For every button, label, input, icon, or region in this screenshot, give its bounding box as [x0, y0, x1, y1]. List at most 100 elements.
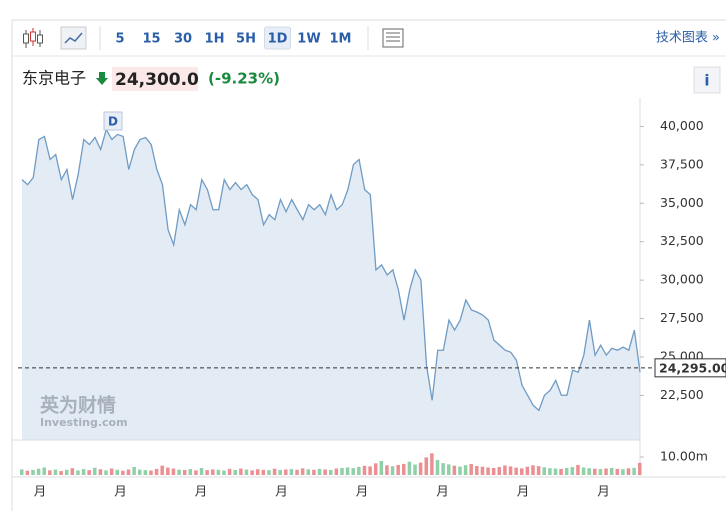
volume-bar: [199, 467, 204, 475]
volume-bar: [81, 469, 86, 475]
volume-bar: [598, 469, 603, 475]
volume-bar: [20, 469, 24, 475]
volume-bar: [520, 468, 524, 475]
volume-bar: [317, 468, 322, 475]
volume-bar: [480, 466, 485, 475]
info-button[interactable]: i: [693, 66, 721, 94]
interval-button[interactable]: 15: [142, 32, 160, 47]
instrument-name: 东京电子: [22, 69, 86, 88]
volume-bar: [463, 465, 468, 475]
volume-bar: [345, 467, 350, 475]
volume-bar: [334, 468, 339, 475]
interval-button[interactable]: 5: [115, 32, 124, 47]
volume-bar: [244, 469, 249, 475]
volume-tick-label: 10.00m: [660, 449, 708, 464]
volume-bar: [570, 467, 575, 475]
volume-bar: [289, 469, 294, 475]
volume-bar: [48, 470, 52, 475]
event-marker-bg: [103, 111, 123, 131]
interval-button[interactable]: 5H: [236, 32, 256, 47]
volume-bar: [137, 469, 142, 475]
volume-bar: [559, 468, 563, 475]
volume-bar: [211, 469, 215, 475]
volume-bar: [194, 470, 198, 475]
interval-button[interactable]: 1D: [268, 32, 288, 47]
volume-bar: [36, 468, 41, 475]
volume-bar: [205, 470, 209, 475]
volume-bar: [604, 468, 608, 475]
interval-button[interactable]: 1H: [205, 32, 225, 47]
change: (-9.23%): [208, 70, 280, 88]
volume-bar: [340, 467, 344, 475]
volume-bar: [632, 467, 636, 475]
y-tick-label: 40,000: [660, 118, 704, 133]
plot: 英为财情Investing.com22,50025,00027,50030,00…: [12, 98, 726, 499]
y-tick-label: 22,500: [660, 387, 704, 402]
x-tick-label: 月: [34, 484, 47, 499]
watermark: Investing.com: [40, 416, 128, 429]
interval-button[interactable]: 30: [174, 32, 192, 47]
selected-bg: [264, 26, 291, 50]
volume-bar: [576, 464, 580, 475]
volume-bar: [267, 470, 271, 475]
event-marker: D: [108, 115, 118, 129]
volume-bar: [295, 469, 299, 475]
price: 24,300.0: [115, 70, 199, 90]
down-arrow: [96, 72, 108, 85]
volume-bar: [564, 467, 569, 475]
candle-icon[interactable]: [23, 28, 43, 48]
volume-bar: [390, 466, 395, 475]
volume-bar: [626, 468, 631, 475]
x-tick-label: 月: [114, 484, 127, 499]
volume-bar: [351, 468, 355, 475]
volume-bar: [435, 460, 440, 475]
volume-bar: [402, 463, 406, 475]
current-price-box: [654, 358, 726, 378]
volume-bar: [64, 469, 69, 475]
volume-bar: [87, 470, 91, 475]
x-tick-label: 月: [275, 484, 288, 499]
volume-bar: [609, 467, 614, 475]
volume-bar: [143, 470, 148, 475]
volume-bar: [368, 466, 372, 475]
tech-chart-link[interactable]: 技术图表 »: [656, 31, 720, 46]
volume-bar: [413, 464, 417, 475]
volume-bar: [508, 466, 513, 475]
volume-bar: [272, 468, 277, 475]
volume-bar: [222, 470, 226, 475]
volume-bar: [329, 469, 333, 475]
interval-button[interactable]: 1M: [330, 32, 352, 47]
volume-bar: [362, 465, 367, 475]
line-icon[interactable]: [60, 26, 87, 50]
volume-bar: [31, 469, 35, 475]
volume-bar: [587, 468, 591, 475]
volume-bar: [491, 467, 496, 475]
table-icon[interactable]: [382, 28, 404, 48]
volume-bar: [593, 468, 597, 475]
current-price-label: 24,295.00: [659, 360, 726, 375]
volume-bar: [469, 464, 473, 475]
y-tick-label: 37,500: [660, 156, 704, 171]
volume-bar: [553, 468, 558, 475]
volume-bar: [306, 469, 311, 475]
y-tick-label: 27,500: [660, 310, 704, 325]
volume-bar: [160, 465, 164, 475]
x-tick-label: 月: [517, 484, 530, 499]
watermark: 英为财情: [40, 394, 116, 417]
volume-bar: [452, 465, 457, 475]
x-tick-label: 月: [436, 484, 449, 499]
volume-bar: [255, 469, 260, 475]
volume-bar: [76, 470, 80, 475]
volume-bar: [486, 467, 490, 475]
volume-bar: [278, 469, 282, 475]
volume-bar: [126, 469, 131, 475]
y-tick-label: 32,500: [660, 233, 704, 248]
x-tick-label: 月: [356, 484, 369, 499]
volume-bar: [503, 465, 507, 475]
volume-bar: [542, 467, 546, 475]
interval-button[interactable]: 1W: [297, 32, 320, 47]
volume-bar: [536, 466, 541, 475]
volume-bar: [284, 469, 288, 475]
